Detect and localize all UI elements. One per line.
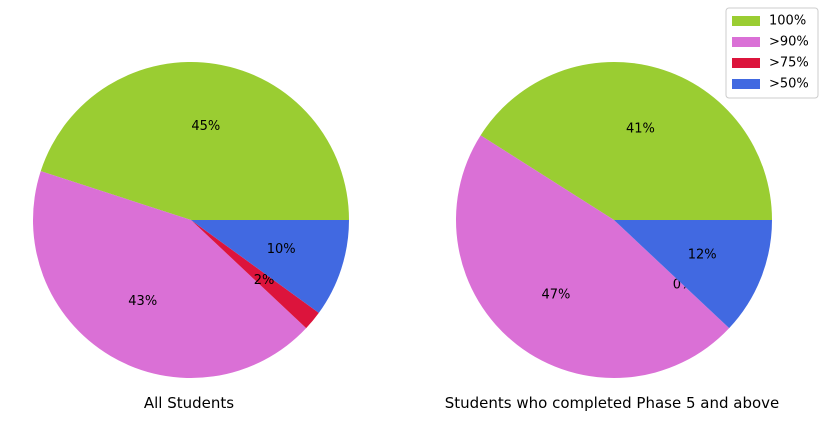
- legend-swatch-gt75pct: [732, 58, 760, 68]
- pie-slice-gt75pct: [191, 220, 319, 329]
- legend-swatch-gt50pct: [732, 79, 760, 89]
- legend: 100% >90% >75% >50%: [725, 7, 819, 99]
- legend-swatch-gt90pct: [732, 37, 760, 47]
- legend-label-100pct: 100%: [769, 14, 806, 29]
- legend-label-gt90pct: >90%: [769, 35, 809, 50]
- pie-label-100pct: 41%: [626, 121, 655, 136]
- pie-slice-gt90pct: [456, 135, 730, 378]
- legend-label-gt75pct: >75%: [769, 56, 809, 71]
- pie-slice-gt50pct: [614, 220, 772, 329]
- pie-label-gt90pct: 47%: [541, 287, 570, 302]
- pie-label-100pct: 45%: [191, 119, 220, 134]
- pie-slice-gt90pct: [32, 171, 307, 378]
- pie-slice-gt50pct: [191, 220, 349, 313]
- legend-swatch-100pct: [732, 16, 760, 26]
- legend-label-gt50pct: >50%: [769, 77, 809, 92]
- pie-title-phase5: Students who completed Phase 5 and above: [445, 394, 780, 412]
- legend-frame: [725, 7, 819, 99]
- pie-slice-100pct: [40, 61, 350, 220]
- pie-slice-100pct: [480, 62, 772, 220]
- pie-chart-phase5: 41%47%0%12%: [456, 62, 772, 378]
- pie-chart-all-students: 45%43%2%10%: [32, 61, 350, 378]
- pie-label-gt50pct: 12%: [688, 247, 717, 262]
- pie-title-all-students: All Students: [144, 394, 234, 412]
- pie-label-gt50pct: 10%: [267, 242, 296, 257]
- pie-label-gt90pct: 43%: [128, 294, 157, 309]
